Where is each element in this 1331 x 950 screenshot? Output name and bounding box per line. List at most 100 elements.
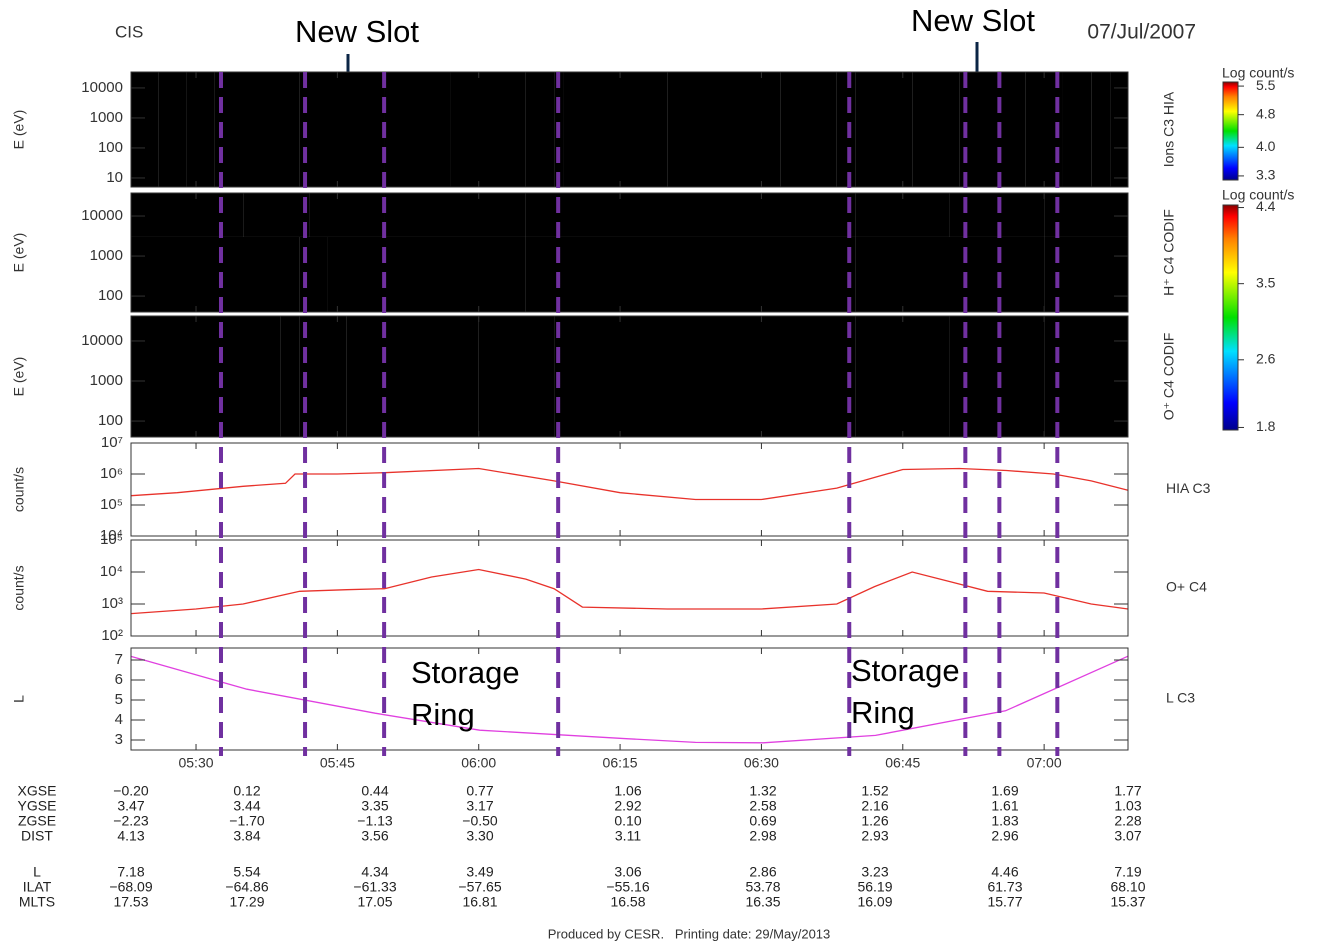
plots: 10 100 1000 10000 E (eV) Ions C3 HIA 100 1000 10…	[11, 65, 1295, 910]
y-tick-label: 10⁶	[100, 465, 123, 482]
annotation: Ring	[851, 695, 915, 730]
y-tick-label: 4	[115, 711, 123, 728]
spectrogram-cell	[836, 72, 856, 187]
spectrogram-cell	[855, 72, 913, 187]
x-tick-label: 06:45	[885, 755, 920, 771]
ephemeris-cell: 0.10	[614, 813, 641, 829]
colorbar-tick-label: 2.6	[1256, 350, 1276, 366]
spectrogram-cell	[131, 236, 300, 312]
ephemeris-cell: 16.35	[745, 894, 780, 910]
y-tick-label: 1000	[90, 247, 123, 264]
spectrogram-cell	[450, 72, 526, 187]
spectrogram-cell	[280, 316, 300, 437]
ephemeris-cell: 2.96	[991, 828, 1018, 844]
panel-frame	[130, 71, 1129, 188]
spectrogram-cell	[525, 236, 856, 312]
colorbar-tick-label: 4.0	[1256, 138, 1276, 154]
spectrogram-cell	[158, 72, 187, 187]
colorbar-tick-label: 1.8	[1256, 418, 1276, 434]
ephemeris-cell: 2.98	[749, 828, 776, 844]
spectrogram-cell	[478, 316, 555, 437]
y-tick-label: 3	[115, 731, 123, 748]
ephemeris-label: MLTS	[19, 894, 55, 910]
ephemeris-cell: 3.30	[466, 828, 493, 844]
ephemeris-cell: 2.58	[749, 798, 776, 814]
spectrogram-cell	[243, 193, 310, 237]
ephemeris-cell: −55.16	[606, 879, 649, 895]
ephemeris-cell: 3.56	[361, 828, 388, 844]
spectrogram-cell	[525, 193, 856, 237]
ephemeris-cell: 1.52	[861, 783, 888, 799]
panel-frame	[130, 539, 1129, 637]
ephemeris-cell: 1.61	[991, 798, 1018, 814]
spectrogram-cell	[384, 72, 451, 187]
ephemeris-cell: 68.10	[1110, 879, 1145, 895]
ephemeris-cell: −2.23	[113, 813, 149, 829]
spectrogram-cell	[554, 316, 856, 437]
ephemeris-cell: 53.78	[745, 879, 780, 895]
line-series	[130, 467, 1129, 501]
ephemeris-cell: −57.65	[458, 879, 501, 895]
ephemeris-cell: 7.18	[117, 864, 144, 880]
y-axis-label: L	[11, 695, 27, 703]
overlay: Storage Ring Storage Ring	[218, 72, 1060, 756]
colorbar-tick-label: 3.3	[1256, 167, 1276, 183]
ephemeris-cell: 61.73	[987, 879, 1022, 895]
x-tick-label: 07:00	[1027, 755, 1062, 771]
ephemeris-label: L	[33, 864, 41, 880]
ephemeris-cell: −0.20	[113, 783, 149, 799]
colorbar	[1222, 204, 1239, 431]
line-series	[130, 655, 1129, 744]
ephemeris-cell: 1.06	[614, 783, 641, 799]
spectrogram-cell	[299, 316, 347, 437]
spectrogram-cell	[186, 72, 215, 187]
ephemeris-cell: 4.34	[361, 864, 388, 880]
y-tick-label: 7	[115, 651, 123, 668]
ephemeris-cell: −1.70	[229, 813, 265, 829]
spectrogram-cell	[525, 72, 555, 187]
y-tick-label: 10⁴	[100, 527, 123, 544]
x-tick-label: 05:30	[178, 755, 213, 771]
ephemeris-label: ILAT	[23, 879, 52, 895]
panel-frame	[130, 192, 1129, 313]
colorbar-title: Log count/s	[1222, 65, 1294, 81]
spectrogram-cell	[214, 72, 300, 187]
ephemeris-cell: 17.29	[229, 894, 264, 910]
colorbar-title: Log count/s	[1222, 187, 1294, 203]
annotation: Ring	[411, 697, 475, 732]
ephemeris-cell: 1.69	[991, 783, 1018, 799]
colorbar-tick-label: 3.5	[1256, 274, 1276, 290]
ephemeris-cell: 0.77	[466, 783, 493, 799]
ephemeris-label: XGSE	[18, 783, 57, 799]
ephemeris-cell: 1.03	[1114, 798, 1141, 814]
ephemeris-cell: 3.47	[117, 798, 144, 814]
y-axis-label: E (eV)	[11, 110, 27, 150]
y-tick-label: 1000	[90, 372, 123, 389]
spectrogram-cell	[1110, 72, 1128, 187]
panel-frame	[130, 647, 1129, 751]
y-axis-label: E (eV)	[11, 357, 27, 397]
y-axis-label: E (eV)	[11, 233, 27, 273]
ephemeris-cell: 2.93	[861, 828, 888, 844]
ephemeris-cell: −1.13	[357, 813, 393, 829]
ephemeris-cell: 3.23	[861, 864, 888, 880]
y-axis-label: count/s	[11, 565, 27, 610]
spectrogram-cell	[131, 193, 244, 237]
ephemeris-label: YGSE	[18, 798, 57, 814]
ephemeris-cell: 16.58	[610, 894, 645, 910]
colorbar	[1222, 81, 1239, 181]
footer: Produced by CESR. Printing date: 29/May/…	[548, 926, 831, 941]
ephemeris-cell: 3.07	[1114, 828, 1141, 844]
spectrogram-cell	[780, 72, 837, 187]
ephemeris-cell: 17.05	[357, 894, 392, 910]
ephemeris-cell: 0.12	[233, 783, 260, 799]
spectrogram-cell	[327, 236, 526, 312]
ephemeris-cell: 5.54	[233, 864, 260, 880]
x-tick-label: 06:30	[744, 755, 779, 771]
ephemeris-cell: 0.44	[361, 783, 388, 799]
y-tick-label: 10000	[81, 332, 123, 349]
ephemeris-cell: 0.69	[749, 813, 776, 829]
panel-label: O+ C4	[1166, 579, 1207, 595]
panel-label: Ions C3 HIA	[1161, 91, 1177, 167]
